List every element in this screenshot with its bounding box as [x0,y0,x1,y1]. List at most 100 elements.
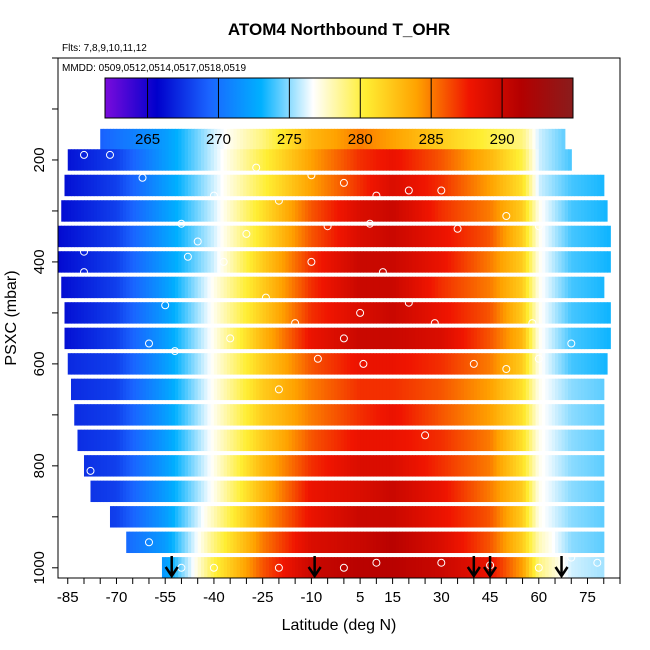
heatmap-cell [542,506,546,528]
heatmap-cell [386,480,390,503]
heatmap-cell [477,225,481,248]
heatmap-cell [428,531,433,554]
sample-point [209,563,218,572]
heatmap-cell [555,353,559,375]
heatmap-cell [581,480,585,503]
heatmap-cell [587,225,592,248]
heatmap-cell [265,128,270,151]
heatmap-cell [373,429,377,452]
heatmap-cell [379,128,384,151]
heatmap-cell [96,404,101,426]
heatmap-cell [431,429,436,452]
heatmap-cell [106,225,111,248]
heatmap-cell [356,429,361,452]
heatmap-cell [512,128,517,151]
colorbar-tick-label: 265 [135,131,160,148]
heatmap-cell [389,200,394,222]
heatmap-cell [330,353,335,375]
heatmap-cell [581,225,585,248]
heatmap-cell [282,302,286,324]
heatmap-cell [256,327,261,350]
heatmap-cell [93,327,98,350]
heatmap-cell [558,149,563,171]
sample-point [170,347,179,356]
heatmap-cell [210,378,215,401]
heatmap-cell [538,276,543,299]
heatmap-cell [96,455,101,477]
heatmap-cell [428,557,433,578]
heatmap-cell [506,276,511,299]
heatmap-cell [129,429,134,452]
heatmap-cell [441,531,446,554]
heatmap-cell [178,378,183,401]
heatmap-cell [343,404,348,426]
heatmap-cell [350,128,355,151]
heatmap-cell [447,174,452,197]
heatmap-cell [324,200,329,222]
heatmap-cell [529,429,533,452]
heatmap-cell [590,200,595,222]
heatmap-cell [607,251,611,273]
heatmap-cell [561,276,566,299]
heatmap-cell [236,174,241,197]
heatmap-cell [431,455,436,477]
heatmap-cell [324,429,329,452]
heatmap-cell [389,480,394,503]
heatmap-cell [558,302,563,324]
heatmap-cell [80,276,85,299]
heatmap-cell [334,302,338,324]
heatmap-cell [503,276,507,299]
heatmap-cell [353,531,358,554]
heatmap-cell [421,404,426,426]
heatmap-cell [353,480,358,503]
heatmap-cell [252,327,257,350]
heatmap-cell [230,557,235,578]
heatmap-cell [509,128,514,151]
heatmap-cell [139,506,144,528]
heatmap-cell [265,557,270,578]
heatmap-cell [405,327,410,350]
heatmap-cell [473,404,478,426]
heatmap-cell [171,480,176,503]
heatmap-cell [327,531,332,554]
heatmap-cell [568,174,572,197]
heatmap-cell [493,404,498,426]
heatmap-cell [243,128,248,151]
heatmap-cell [590,302,595,324]
heatmap-cell [314,302,319,324]
heatmap-cell [584,327,589,350]
heatmap-cell [158,455,163,477]
heatmap-cell [337,506,342,528]
heatmap-cell [256,225,261,248]
heatmap-cell [249,480,254,503]
heatmap-cell [373,225,377,248]
heatmap-cell [506,429,511,452]
heatmap-cell [119,429,124,452]
heatmap-cell [259,302,264,324]
heatmap-cell [600,557,605,578]
heatmap-cell [581,404,585,426]
heatmap-cell [421,174,426,197]
heatmap-cell [415,455,420,477]
heatmap-cell [155,200,160,222]
heatmap-cell [431,174,436,197]
heatmap-cell [522,557,527,578]
heatmap-cell [291,429,296,452]
heatmap-cell [239,531,244,554]
heatmap-cell [236,378,241,401]
heatmap-cell [334,225,338,248]
heatmap-cell [451,174,455,197]
heatmap-cell [444,353,449,375]
heatmap-cell [226,429,231,452]
heatmap-cell [191,557,196,578]
heatmap-cell [587,302,592,324]
heatmap-cell [454,327,459,350]
heatmap-cell [597,378,602,401]
heatmap-cell [187,251,192,273]
heatmap-cell [122,276,127,299]
heatmap-cell [356,531,361,554]
heatmap-cell [174,174,179,197]
heatmap-cell [499,225,504,248]
heatmap-cell [470,378,475,401]
heatmap-cell [213,429,218,452]
